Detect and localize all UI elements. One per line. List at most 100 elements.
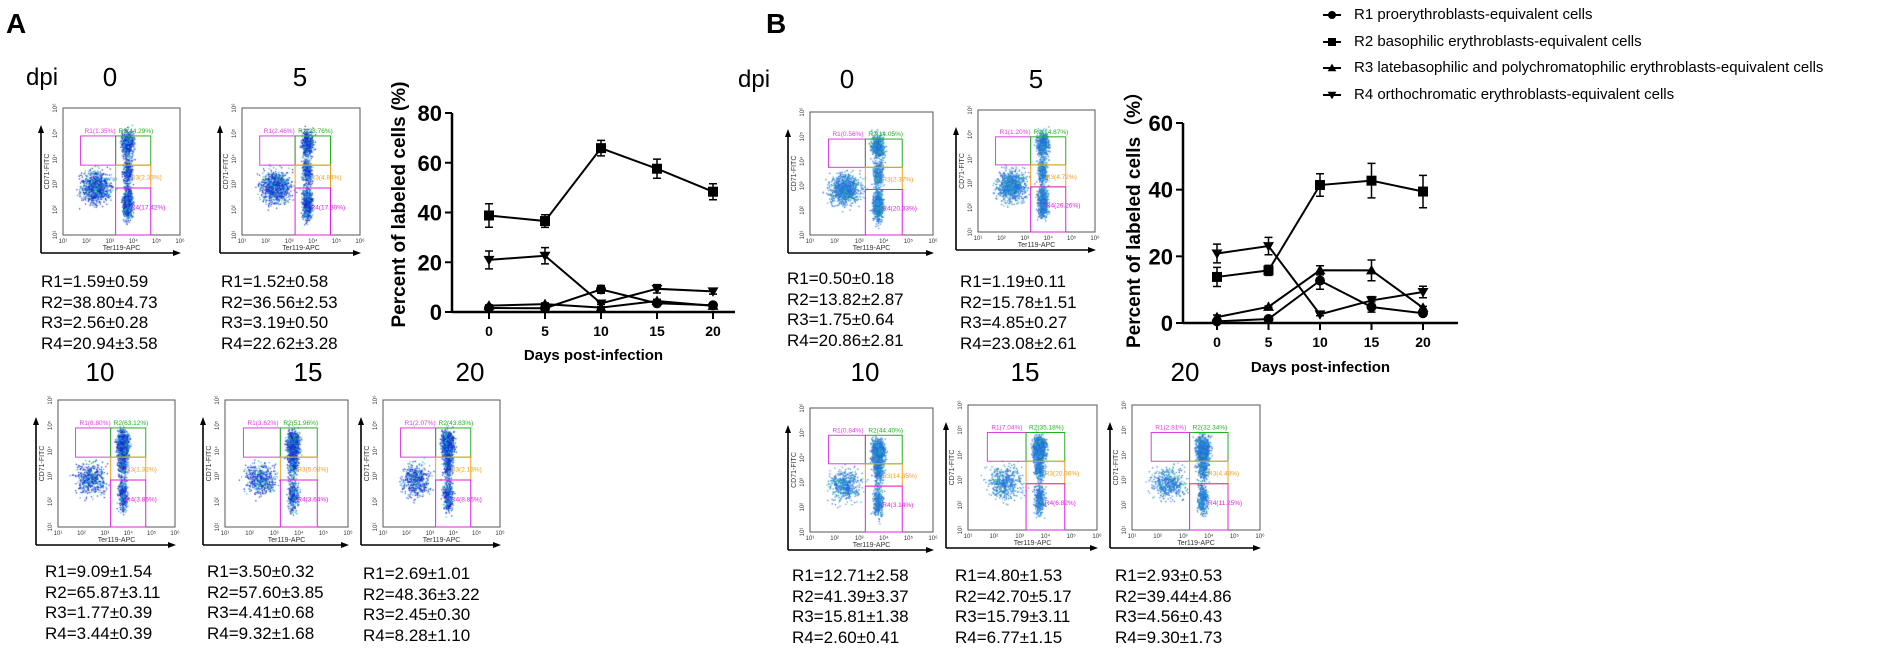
x-tick-label: 20 bbox=[1415, 334, 1431, 350]
data-point bbox=[1417, 302, 1429, 312]
gate-label-r3: R3(4.72%) bbox=[1046, 174, 1077, 181]
stat-r1: R1=1.52±0.58 bbox=[221, 272, 329, 291]
y-tick-label: 10⁴ bbox=[957, 450, 964, 460]
y-tick-label: 10⁴ bbox=[214, 446, 221, 456]
x-tick-label: 10¹ bbox=[379, 531, 388, 537]
gate-label-r2: R2(38.76%) bbox=[298, 128, 333, 135]
arrowhead-up-icon bbox=[200, 417, 206, 425]
gate-label-r3: R3(5.08%) bbox=[297, 467, 328, 474]
x-tick-label: 10⁴ bbox=[294, 530, 304, 537]
gate-label-r3: R3(1.32%) bbox=[126, 467, 157, 474]
y-tick-label: 10⁴ bbox=[967, 154, 974, 164]
flow-scatter-density bbox=[810, 112, 933, 235]
stat-r4: R4=3.44±0.39 bbox=[45, 623, 153, 643]
flow-axes: R1(2.07%) R2(43.83%) R3(2.13%) R4(8.85%) 10¹… bbox=[358, 395, 505, 548]
y-tick-label: 10⁵ bbox=[799, 428, 806, 438]
y-tick-label: 0 bbox=[430, 300, 442, 325]
flow-axes: R1(7.04%) R2(35.18%) R3(20.36%) R4(6.82%) 10… bbox=[943, 400, 1102, 551]
day-label: 0 bbox=[102, 62, 118, 92]
x-tick-label: 10² bbox=[245, 531, 254, 537]
x-tick-label: 10⁴ bbox=[308, 238, 318, 245]
gate-r4 bbox=[294, 187, 331, 236]
x-tick-label: 10⁵ bbox=[904, 535, 914, 542]
x-tick-label: 10³ bbox=[1179, 534, 1188, 540]
arrowhead-right-icon bbox=[926, 250, 934, 256]
x-tick-label: 20 bbox=[705, 323, 721, 339]
x-tick-label: 10⁴ bbox=[1044, 235, 1054, 242]
y-tick-label: 20 bbox=[418, 250, 442, 275]
gate-label-r3: R3(4.84%) bbox=[311, 175, 342, 182]
stat-r4: R4=9.30±1.73 bbox=[1115, 627, 1223, 647]
x-tick-label: 10² bbox=[402, 531, 411, 537]
gate-label-r3: R3(14.35%) bbox=[882, 473, 917, 480]
y-tick-label: 10⁵ bbox=[47, 420, 54, 430]
day-label: 20 bbox=[455, 357, 485, 387]
gate-label-r4: R4(3.64%) bbox=[297, 497, 328, 504]
gate-label-r1: R1(1.35%) bbox=[85, 128, 116, 135]
gate-r4 bbox=[110, 479, 147, 528]
y-tick-label: 40 bbox=[1149, 178, 1173, 203]
stats-block: R1=2.69±1.01 R2=48.36±3.22 R3=2.45±0.30 R4=… bbox=[363, 564, 480, 646]
dpi-label-b: dpi bbox=[738, 66, 771, 93]
gate-label-r3: R3(2.37%) bbox=[882, 176, 913, 183]
y-tick-label: 40 bbox=[418, 201, 442, 226]
gate-label-r2: R2(43.83%) bbox=[439, 420, 474, 427]
legend-label: R3 latebasophilic and polychromatophilic… bbox=[1354, 59, 1824, 76]
gate-r4 bbox=[1030, 186, 1067, 233]
x-tick-label: 10³ bbox=[855, 536, 864, 542]
x-tick-label: 10² bbox=[82, 239, 91, 245]
y-axis-title: CD71-FITC bbox=[949, 450, 956, 486]
stats-block: R1=1.19±0.11 R2=15.78±1.51 R3=4.85±0.27 R4=… bbox=[960, 272, 1077, 354]
y-tick-label: 10⁴ bbox=[799, 156, 806, 166]
x-tick-label: 10³ bbox=[270, 531, 279, 537]
arrowhead-right-icon bbox=[1088, 247, 1096, 253]
stats-block: R1=9.09±1.54 R2=65.87±3.11 R3=1.77±0.39 R4=… bbox=[45, 562, 160, 644]
stats-block: R1=12.71±2.58 R2=41.39±3.37 R3=15.81±1.38 R… bbox=[792, 566, 909, 648]
x-tick-label: 10⁶ bbox=[495, 530, 505, 537]
x-tick-label: 10⁶ bbox=[170, 530, 180, 537]
y-tick-label: 10² bbox=[232, 205, 238, 214]
x-tick-label: 10⁵ bbox=[147, 530, 157, 537]
stat-r3: R3=2.56±0.28 bbox=[41, 313, 149, 333]
stats-block: R1=2.93±0.53 R2=39.44±4.86 R3=4.56±0.43 R4=… bbox=[1115, 566, 1232, 648]
data-point bbox=[483, 255, 495, 266]
x-tick-label: 10 bbox=[593, 323, 609, 339]
day-label: 5 bbox=[1028, 64, 1044, 94]
y-tick-label: 10⁶ bbox=[967, 105, 974, 115]
x-tick-label: 10³ bbox=[425, 531, 434, 537]
series-r2 bbox=[484, 139, 718, 229]
flow-scatter-density bbox=[383, 400, 500, 527]
gate-r4 bbox=[435, 479, 472, 528]
x-tick-label: 0 bbox=[1213, 334, 1221, 350]
gate-label-r4: R4(26.26%) bbox=[1046, 203, 1081, 210]
x-tick-label: 10¹ bbox=[806, 239, 815, 245]
stat-r2: R2=39.44±4.86 bbox=[1115, 586, 1232, 606]
x-tick-label: 10⁵ bbox=[472, 530, 482, 537]
day-label: 15 bbox=[293, 357, 323, 387]
y-tick-label: 10³ bbox=[1122, 476, 1128, 485]
legend-label: R1 proerythroblasts-equivalent cells bbox=[1354, 6, 1593, 23]
y-tick-label: 10³ bbox=[800, 181, 806, 190]
x-tick-label: 10⁵ bbox=[152, 238, 162, 245]
y-tick-label: 10³ bbox=[968, 179, 974, 188]
y-tick-label: 60 bbox=[1149, 111, 1173, 136]
flow-scatter-density bbox=[810, 408, 933, 532]
gate-r4 bbox=[1189, 483, 1229, 531]
x-axis-title: Ter119-APC bbox=[1014, 540, 1052, 547]
x-tick-label: 10¹ bbox=[974, 236, 983, 242]
gate-label-r3: R3(20.36%) bbox=[1045, 471, 1080, 478]
gate-label-r1: R1(7.04%) bbox=[991, 425, 1022, 432]
legend-label: R2 basophilic erythroblasts-equivalent c… bbox=[1354, 33, 1642, 50]
data-point bbox=[652, 163, 662, 174]
data-point bbox=[651, 284, 663, 295]
stat-r4: R4=2.60±0.41 bbox=[792, 627, 900, 647]
data-point bbox=[1263, 265, 1274, 276]
y-tick-label: 10⁶ bbox=[47, 395, 54, 405]
data-point bbox=[1211, 249, 1223, 259]
gate-label-r1: R1(0.56%) bbox=[832, 131, 863, 138]
data-point bbox=[707, 287, 719, 297]
day-label: 15 bbox=[1010, 357, 1040, 387]
data-point bbox=[1263, 242, 1274, 252]
y-tick-label: 10³ bbox=[232, 180, 238, 189]
